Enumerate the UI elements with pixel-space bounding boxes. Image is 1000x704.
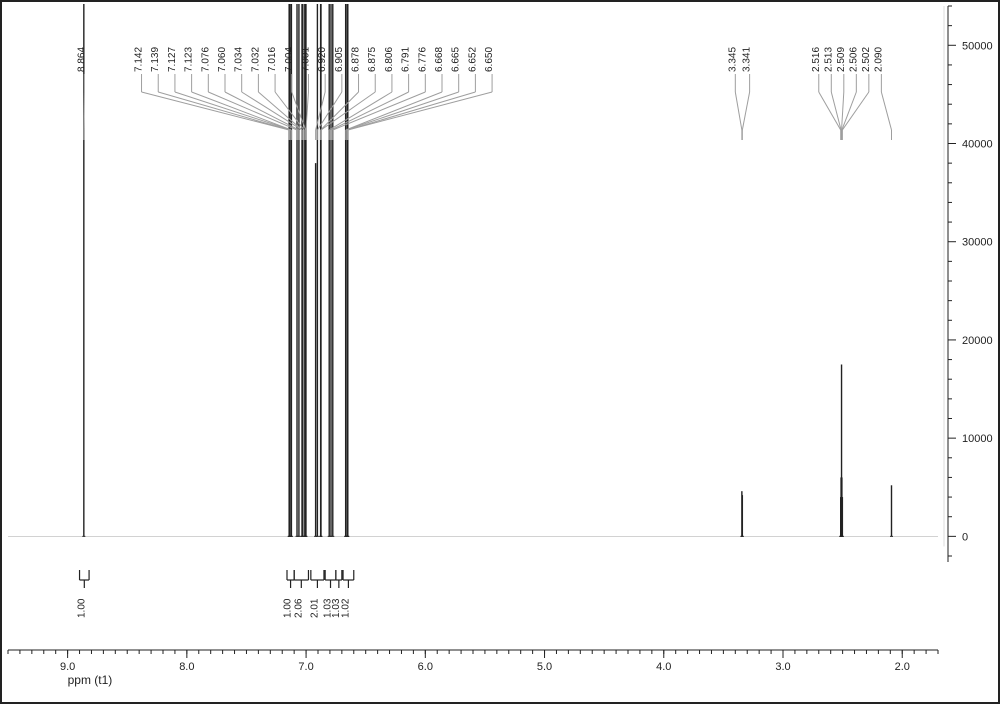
svg-text:2.502: 2.502 [861,47,872,72]
svg-text:7.004: 7.004 [284,47,295,72]
svg-text:6.650: 6.650 [484,47,495,72]
svg-text:1.00: 1.00 [76,598,87,618]
svg-text:6.668: 6.668 [434,47,445,72]
svg-text:2.516: 2.516 [811,47,822,72]
svg-text:7.123: 7.123 [184,47,195,72]
svg-text:50000: 50000 [962,40,993,52]
svg-text:7.076: 7.076 [200,47,211,72]
svg-text:3.0: 3.0 [775,661,790,673]
svg-text:2.509: 2.509 [836,47,847,72]
svg-text:5.0: 5.0 [537,661,552,673]
svg-text:6.665: 6.665 [451,47,462,72]
svg-text:10000: 10000 [962,433,993,445]
svg-text:40000: 40000 [962,139,993,151]
svg-text:7.127: 7.127 [167,47,178,72]
svg-text:6.652: 6.652 [467,47,478,72]
svg-text:7.032: 7.032 [250,47,261,72]
svg-text:1.02: 1.02 [340,598,351,618]
svg-text:3.341: 3.341 [742,47,753,72]
svg-text:6.878: 6.878 [351,47,362,72]
svg-text:20000: 20000 [962,335,993,347]
svg-text:7.016: 7.016 [267,47,278,72]
svg-text:6.920: 6.920 [317,47,328,72]
svg-text:2.01: 2.01 [309,598,320,618]
svg-text:2.090: 2.090 [873,47,884,72]
svg-text:7.0: 7.0 [298,661,313,673]
svg-text:ppm (t1): ppm (t1) [68,673,113,687]
svg-text:8.0: 8.0 [179,661,194,673]
svg-text:0: 0 [962,531,968,543]
svg-text:6.791: 6.791 [401,47,412,72]
svg-text:2.0: 2.0 [895,661,910,673]
svg-text:9.0: 9.0 [60,661,75,673]
svg-text:7.060: 7.060 [217,47,228,72]
svg-text:2.506: 2.506 [848,47,859,72]
svg-text:6.806: 6.806 [384,47,395,72]
svg-text:3.345: 3.345 [727,47,738,72]
svg-text:7.001: 7.001 [300,47,311,72]
svg-text:7.142: 7.142 [134,47,145,72]
svg-text:7.034: 7.034 [234,47,245,72]
svg-text:6.875: 6.875 [367,47,378,72]
svg-text:4.0: 4.0 [656,661,671,673]
nmr-spectrum-svg: 0 10000 20000 30000 40000 50000 9.0 8.0 7.0 6.0 5.… [0,0,1000,704]
svg-text:1.00: 1.00 [283,598,294,618]
svg-text:7.139: 7.139 [150,47,161,72]
svg-text:30000: 30000 [962,237,993,249]
svg-text:6.905: 6.905 [334,47,345,72]
svg-text:6.776: 6.776 [417,47,428,72]
svg-text:6.0: 6.0 [418,661,433,673]
svg-text:8.864: 8.864 [76,47,87,72]
svg-text:2.513: 2.513 [823,47,834,72]
svg-text:2.06: 2.06 [293,598,304,618]
